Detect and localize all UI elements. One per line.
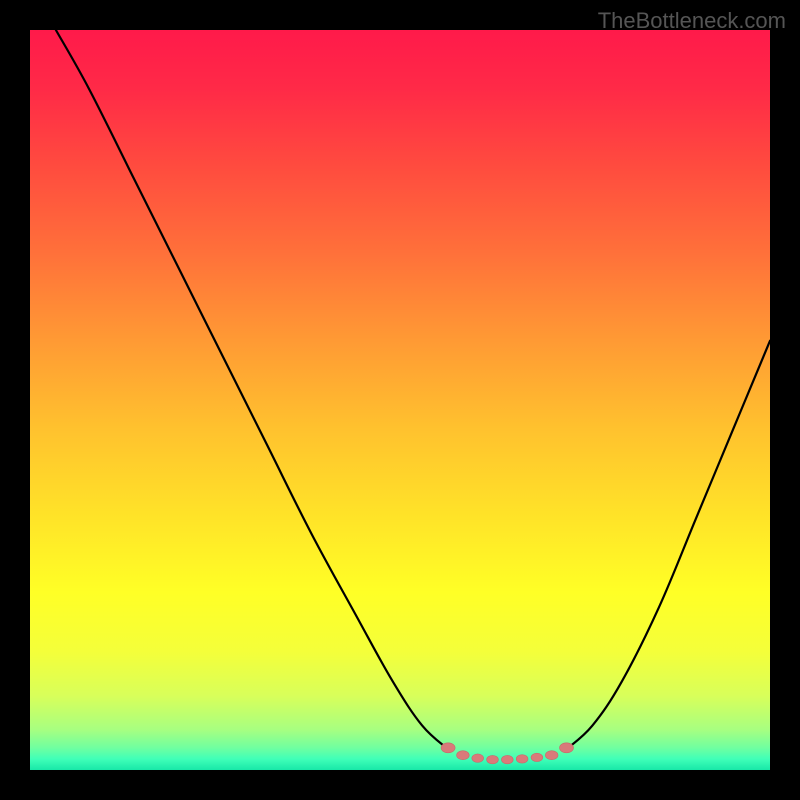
flat-marker (472, 754, 484, 762)
flat-marker (545, 751, 558, 760)
watermark-text: TheBottleneck.com (598, 8, 786, 34)
flat-marker (531, 753, 543, 761)
flat-marker (441, 743, 455, 753)
flat-marker (487, 755, 499, 763)
chart-container (0, 0, 800, 800)
bottleneck-chart (0, 0, 800, 800)
flat-marker (560, 743, 574, 753)
flat-marker (516, 755, 528, 763)
chart-plot-bg (30, 30, 770, 770)
flat-marker (501, 755, 513, 763)
flat-marker (457, 751, 470, 760)
